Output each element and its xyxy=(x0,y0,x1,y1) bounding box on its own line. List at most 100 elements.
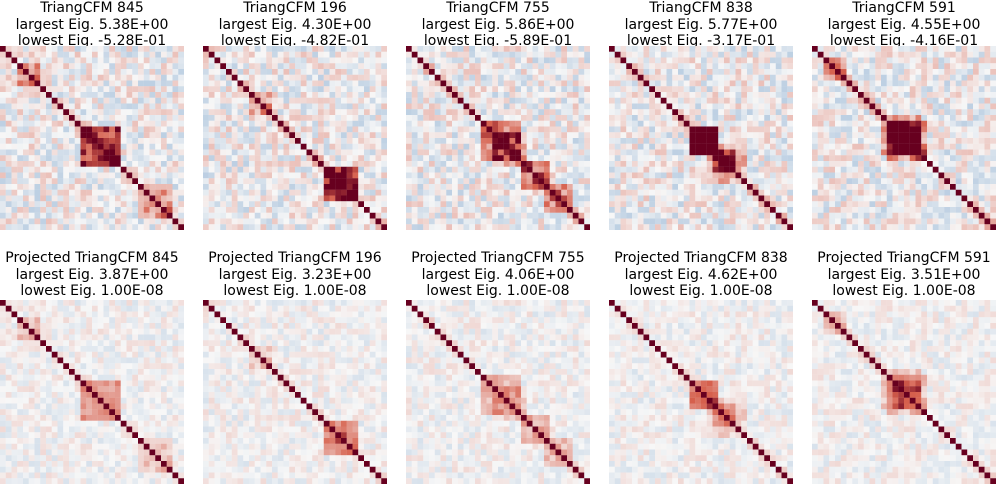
heatmap-cell xyxy=(515,103,522,110)
heatmap-cell xyxy=(829,120,836,127)
heatmap-cell xyxy=(166,172,173,179)
heatmap-cell xyxy=(346,143,353,150)
heatmap-cell xyxy=(706,92,713,98)
heatmap-cell xyxy=(584,80,590,87)
heatmap-cell xyxy=(120,161,127,167)
heatmap-cell xyxy=(898,172,905,179)
heatmap-cell xyxy=(260,143,267,150)
heatmap-cell xyxy=(74,63,81,70)
heatmap-cell xyxy=(858,69,864,75)
heatmap-cell xyxy=(463,46,470,52)
heatmap-cell xyxy=(358,155,365,162)
heatmap-cell xyxy=(329,207,336,213)
heatmap-cell xyxy=(0,155,6,162)
heatmap-cell xyxy=(69,115,75,121)
heatmap-cell xyxy=(572,120,579,127)
heatmap-cell xyxy=(86,149,93,156)
heatmap-cell xyxy=(329,109,336,116)
heatmap-cell xyxy=(752,212,759,219)
heatmap-cell xyxy=(452,201,458,208)
heatmap-cell xyxy=(503,195,510,202)
heatmap-cell xyxy=(672,178,679,185)
heatmap-cell xyxy=(578,166,585,173)
heatmap-cell xyxy=(526,103,533,110)
heatmap-cell xyxy=(892,63,899,70)
heatmap-cell xyxy=(452,74,458,81)
heatmap-cell xyxy=(335,195,342,202)
heatmap-cell xyxy=(567,132,573,139)
heatmap-cell xyxy=(69,212,75,219)
heatmap-cell xyxy=(480,126,487,133)
heatmap-cell xyxy=(609,74,615,81)
heatmap-cell xyxy=(138,166,144,173)
heatmap-cell xyxy=(103,218,110,225)
heatmap-cell xyxy=(532,115,539,121)
heatmap-cell xyxy=(689,166,696,173)
heatmap-cell xyxy=(51,195,58,202)
heatmap-cell xyxy=(770,224,776,230)
heatmap-cell xyxy=(469,80,476,87)
heatmap-cell xyxy=(950,120,956,127)
heatmap-cell xyxy=(318,161,324,167)
heatmap-cell xyxy=(341,195,347,202)
heatmap-cell xyxy=(103,97,110,104)
heatmap-cell xyxy=(846,109,853,116)
heatmap-cell xyxy=(492,155,499,162)
heatmap-cell xyxy=(735,218,742,225)
heatmap-cell xyxy=(74,120,81,127)
heatmap-cell xyxy=(40,178,47,185)
heatmap-cell xyxy=(561,201,568,208)
heatmap-cell xyxy=(69,103,75,110)
heatmap-cell xyxy=(712,189,719,196)
heatmap-cell xyxy=(752,115,759,121)
heatmap-cell xyxy=(781,80,788,87)
heatmap-cell xyxy=(973,74,979,81)
heatmap-cell xyxy=(57,178,64,185)
heatmap-cell xyxy=(609,149,615,156)
heatmap-cell xyxy=(701,138,707,144)
heatmap-cell xyxy=(329,103,336,110)
heatmap-cell xyxy=(203,57,209,64)
heatmap-cell xyxy=(34,178,41,185)
heatmap-cell xyxy=(74,166,81,173)
heatmap-cell xyxy=(381,166,387,173)
heatmap-cell xyxy=(166,63,173,70)
heatmap-cell xyxy=(283,80,290,87)
heatmap-cell xyxy=(440,115,447,121)
heatmap-cell xyxy=(678,207,684,213)
heatmap-cell xyxy=(295,74,301,81)
heatmap-cell xyxy=(672,161,679,167)
heatmap-cell xyxy=(544,207,550,213)
heatmap-cell xyxy=(86,195,93,202)
heatmap-cell xyxy=(747,161,753,167)
heatmap-cell xyxy=(208,46,215,52)
heatmap-cell xyxy=(678,224,684,230)
heatmap-cell xyxy=(203,132,209,139)
heatmap-cell xyxy=(775,74,782,81)
heatmap-cell xyxy=(243,212,250,219)
heatmap-cell xyxy=(381,184,387,190)
heatmap-cell xyxy=(0,207,6,213)
heatmap-cell xyxy=(741,224,748,230)
heatmap-cell xyxy=(92,207,98,213)
heatmap-cell xyxy=(364,201,370,208)
heatmap-cell xyxy=(260,74,267,81)
heatmap-cell xyxy=(231,74,238,81)
heatmap-cell xyxy=(80,92,87,98)
heatmap-cell xyxy=(695,189,702,196)
heatmap-cell xyxy=(329,138,336,144)
heatmap-cell xyxy=(452,178,458,185)
heatmap-cell xyxy=(352,63,359,70)
heatmap-cell xyxy=(978,120,985,127)
heatmap-cell xyxy=(132,86,139,93)
heatmap-cell xyxy=(909,195,916,202)
heatmap-cell xyxy=(718,143,725,150)
heatmap-cell xyxy=(881,166,887,173)
heatmap-cell xyxy=(775,97,782,104)
heatmap-cell xyxy=(126,212,133,219)
heatmap-cell xyxy=(932,184,939,190)
heatmap-cell xyxy=(846,86,853,93)
heatmap-cell xyxy=(57,172,64,179)
heatmap-cell xyxy=(237,172,244,179)
heatmap-cell xyxy=(126,69,133,75)
